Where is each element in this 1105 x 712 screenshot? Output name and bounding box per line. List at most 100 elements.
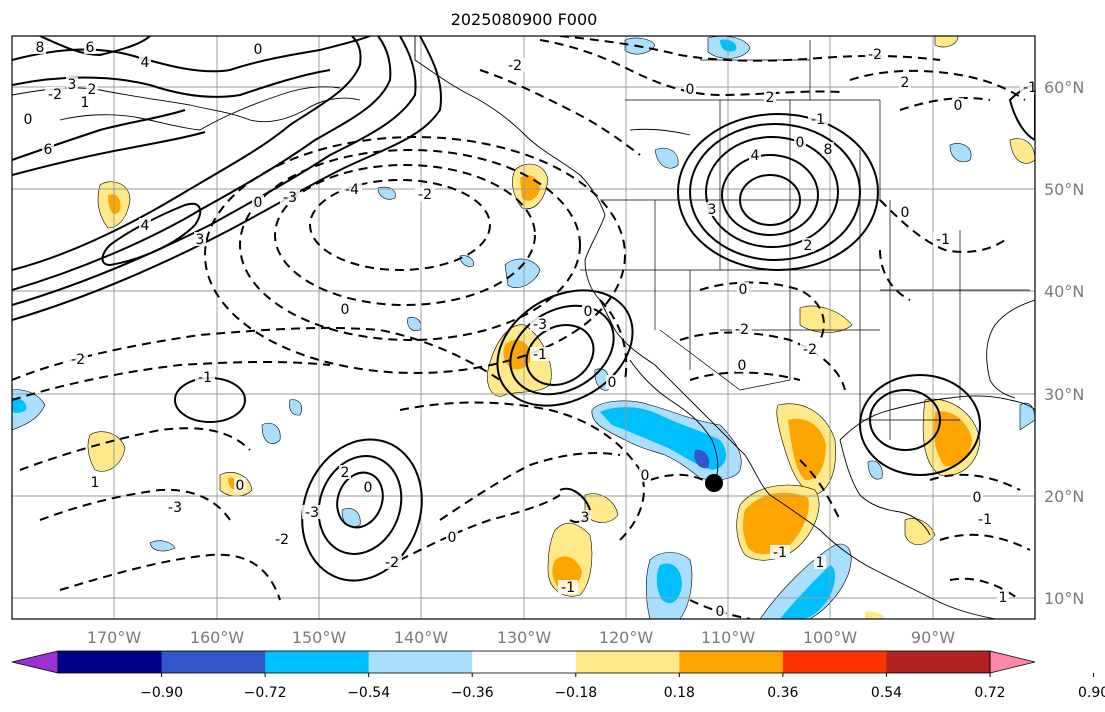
contour-label: 0 <box>716 604 725 620</box>
contour-label-background <box>84 40 96 54</box>
location-marker <box>705 474 723 492</box>
negative-anomaly-patch <box>594 368 610 391</box>
latitude-labels: 60°N 50°N 40°N 30°N 20°N 10°N <box>1044 78 1084 608</box>
lon-label: 170°W <box>87 628 142 647</box>
contour-label-background <box>822 142 834 156</box>
contour-label-background <box>195 370 215 384</box>
contour-label: 0 <box>236 478 245 494</box>
negative-anomaly-patch <box>149 540 176 552</box>
lon-label: 100°W <box>803 628 858 647</box>
contour-label: 0 <box>901 205 910 221</box>
contour-label: 1 <box>999 590 1008 606</box>
contour-label-background <box>899 75 911 89</box>
colorbar-tick-label: −0.18 <box>554 685 597 701</box>
contour-label-background <box>446 530 458 544</box>
contour-label-background <box>749 148 761 162</box>
lat-label: 20°N <box>1044 487 1084 506</box>
colorbar-extend-max <box>989 650 1036 674</box>
contour-label-background <box>342 182 362 196</box>
contour-label: 0 <box>738 358 747 374</box>
negative-anomaly-patch <box>654 147 679 169</box>
contour-label-background <box>165 500 185 514</box>
positive-anomaly-patch <box>799 305 853 333</box>
contour-label: 0 <box>584 304 593 320</box>
contour-label: 0 <box>954 98 963 114</box>
colorbar-tick-label: 0.36 <box>767 685 798 701</box>
negative-anomaly-patch <box>261 422 281 444</box>
contour-label: -1 <box>811 112 825 128</box>
contour-label-background <box>814 555 826 569</box>
negative-anomaly-patch <box>867 460 883 480</box>
contour-label-background <box>606 375 618 389</box>
contour-label: 3 <box>196 232 205 248</box>
colorbar-tick-label: −0.90 <box>140 685 183 701</box>
contour-label-background <box>971 490 983 504</box>
coastlines <box>12 36 1035 619</box>
contour-label-background <box>382 555 402 569</box>
positive-anomaly-patch <box>788 418 826 481</box>
colorbar-segment <box>265 651 370 673</box>
contour-label: -2 <box>385 555 399 571</box>
contour-label-background <box>975 512 995 526</box>
negative-anomaly-patch <box>377 186 396 200</box>
positive-anomaly-patch <box>904 518 936 546</box>
contour-label: 0 <box>254 195 263 211</box>
contour-label: 2 <box>341 465 350 481</box>
map-title: 2025080900 F000 <box>450 10 598 29</box>
contour-label-background <box>764 90 776 104</box>
contour-label: 6 <box>44 142 53 158</box>
contour-label-background <box>415 187 435 201</box>
contour-label-background <box>933 232 953 246</box>
negative-contours <box>12 36 1031 619</box>
lat-label: 30°N <box>1044 385 1084 404</box>
contour-label-background <box>252 42 264 56</box>
colorbar-segment <box>886 651 991 673</box>
contour-label-background <box>706 202 718 216</box>
contour-label: -2 <box>803 342 817 358</box>
contour-label: -1 <box>561 580 575 596</box>
contour-label: 4 <box>751 148 760 164</box>
contour-label: 1 <box>91 475 100 491</box>
contour-label-background <box>252 195 264 209</box>
colorbar <box>11 650 1036 674</box>
colorbar-border <box>57 650 991 674</box>
contour-label-background <box>68 352 88 366</box>
contour-label-background <box>579 510 591 524</box>
contour-label: 0 <box>254 42 263 58</box>
colorbar-extend-min <box>11 650 59 674</box>
colorbar-segment <box>472 651 577 673</box>
contour-label-background <box>952 98 964 112</box>
contour-label: -2 <box>418 187 432 203</box>
negative-anomaly-patch <box>949 143 972 163</box>
contour-label-background <box>794 135 806 149</box>
contour-label-background <box>558 580 578 594</box>
negative-anomaly-patch <box>459 255 474 267</box>
lon-label: 150°W <box>292 628 347 647</box>
positive-anomaly-patch <box>1009 138 1035 164</box>
lat-label: 40°N <box>1044 282 1084 301</box>
contour-label: -1 <box>533 347 547 363</box>
contour-label: 2 <box>88 82 97 98</box>
contour-label-background <box>997 590 1009 604</box>
graticule <box>12 36 1035 619</box>
contour-label: -3 <box>168 500 182 516</box>
contour-label: 3 <box>68 77 77 93</box>
negative-anomaly-patch <box>694 449 710 469</box>
contour-label: -2 <box>275 532 289 548</box>
contour-label: 6 <box>86 40 95 56</box>
colorbar-tick-label: 0.54 <box>871 685 902 701</box>
contour-label: -1 <box>1023 80 1037 96</box>
colorbar-segment <box>58 651 163 673</box>
positive-anomaly-patch <box>584 493 619 523</box>
contour-label: 8 <box>824 142 833 158</box>
colorbar-segment <box>575 651 680 673</box>
contour-label: 0 <box>448 530 457 546</box>
contour-label-background <box>865 47 885 61</box>
contour-label-background <box>34 40 46 54</box>
colorbar-segment <box>161 651 266 673</box>
contour-label-background <box>582 304 594 318</box>
lon-label: 140°W <box>394 628 449 647</box>
contour-label-background <box>42 142 54 156</box>
contour-label-background <box>302 505 322 519</box>
contour-label: -3 <box>283 190 297 206</box>
